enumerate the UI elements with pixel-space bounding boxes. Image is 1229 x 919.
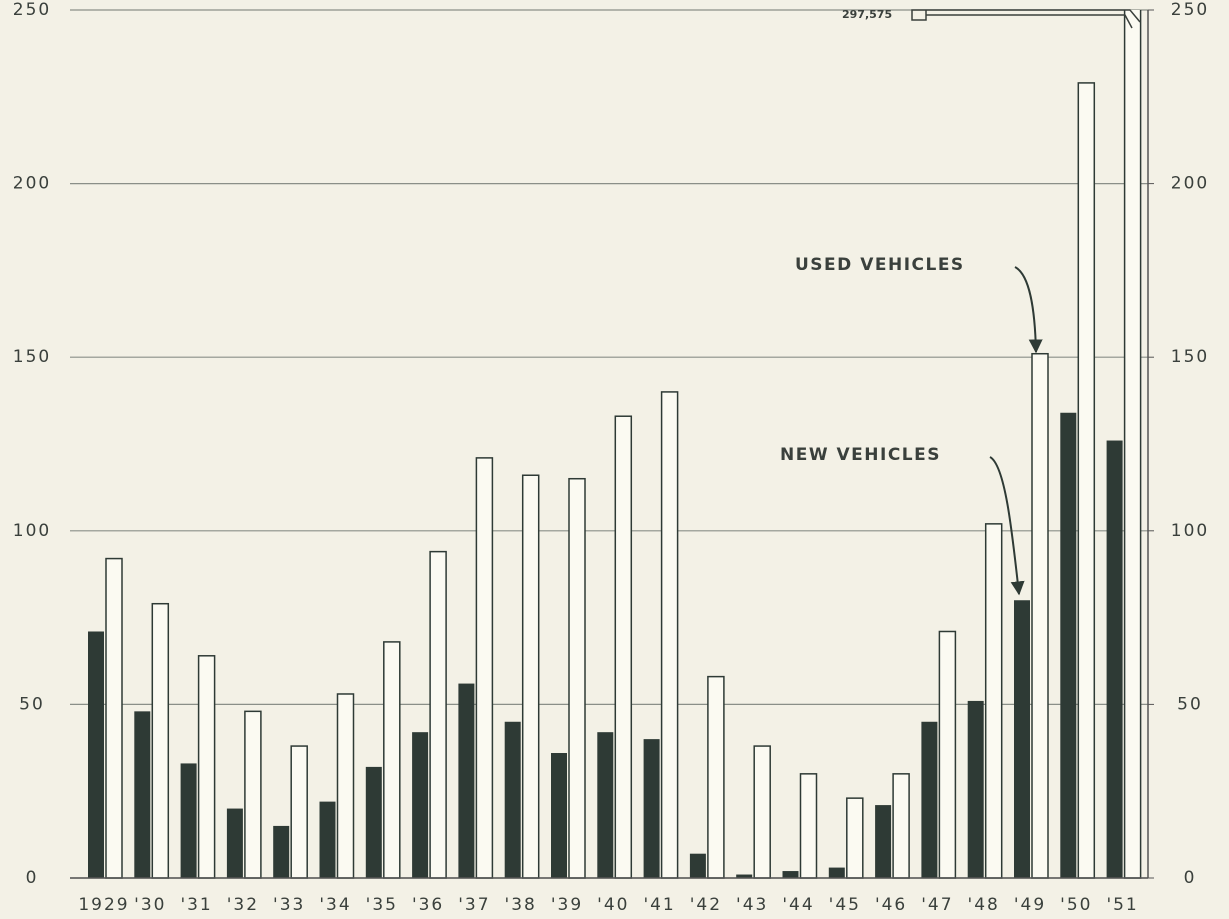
x-tick-label: '50 <box>1060 895 1092 915</box>
x-tick-label: '30 <box>134 895 166 915</box>
y2-tick-label: 50 <box>1177 694 1203 714</box>
x-tick-label: '42 <box>690 895 722 915</box>
bar <box>643 739 660 878</box>
bar <box>938 630 957 879</box>
bar <box>689 853 706 878</box>
bar <box>197 655 216 879</box>
x-tick-label: '31 <box>180 895 212 915</box>
y2-tick-label: 100 <box>1171 521 1209 541</box>
new-arrow <box>989 456 1025 596</box>
x-tick-label: '49 <box>1014 895 1046 915</box>
bar <box>551 753 567 878</box>
bar <box>660 391 679 879</box>
bar <box>875 805 892 878</box>
x-tick-label: '51 <box>1106 895 1138 915</box>
x-tick-label: '39 <box>551 895 583 915</box>
y-tick-label: 150 <box>13 347 51 367</box>
bar <box>475 457 494 879</box>
bar <box>1014 600 1030 878</box>
y2-tick-label: 250 <box>1171 0 1209 20</box>
label-connector <box>911 9 1141 29</box>
bar <box>1031 352 1049 879</box>
bar <box>412 732 429 878</box>
bar <box>273 825 290 878</box>
y2-tick-label: 0 <box>1184 868 1197 888</box>
x-tick-label: '35 <box>366 895 398 915</box>
y2-tick-label: 200 <box>1171 174 1209 194</box>
x-tick-label: '43 <box>736 895 768 915</box>
x-tick-label: '46 <box>875 895 907 915</box>
y-tick-label: 250 <box>13 0 51 20</box>
bar <box>336 693 355 879</box>
bar <box>504 721 521 878</box>
x-tick-label: '34 <box>319 895 351 915</box>
bar <box>290 745 308 879</box>
x-tick-label: '48 <box>968 895 1000 915</box>
bar <box>846 797 864 879</box>
bar <box>1060 412 1077 878</box>
x-tick-label: '44 <box>782 895 814 915</box>
bar <box>383 641 401 879</box>
y-tick-label: 50 <box>19 694 45 714</box>
bar <box>226 808 243 878</box>
bar <box>151 602 170 879</box>
bar <box>105 557 123 879</box>
bar <box>568 477 586 879</box>
used-annotation: USED VEHICLES <box>795 255 965 275</box>
x-tick-label: '41 <box>643 895 675 915</box>
x-tick-label: '47 <box>921 895 953 915</box>
bar <box>753 745 771 879</box>
x-tick-label: '37 <box>458 895 490 915</box>
used-arrow <box>1014 266 1043 354</box>
bar <box>319 801 336 878</box>
bar <box>921 721 938 878</box>
bar <box>984 523 1003 879</box>
x-tick-label: '45 <box>829 895 861 915</box>
y-tick-label: 200 <box>13 174 51 194</box>
bar <box>736 874 753 878</box>
bar <box>1106 440 1123 878</box>
new-annotation: NEW VEHICLES <box>780 445 941 465</box>
bar <box>458 683 475 878</box>
bar <box>707 675 725 879</box>
bar <box>88 631 104 878</box>
bars <box>88 10 1142 879</box>
bar <box>1123 10 1142 879</box>
bar <box>429 550 447 879</box>
y-tick-label: 100 <box>13 521 51 541</box>
value-label: 297,575 <box>842 8 892 21</box>
bar <box>799 773 818 879</box>
bar <box>828 867 845 878</box>
y2-tick-label: 150 <box>1171 347 1209 367</box>
y-tick-label: 0 <box>26 868 39 888</box>
bar <box>782 871 799 878</box>
bar <box>597 732 614 878</box>
bar <box>365 766 382 878</box>
bar <box>614 415 633 879</box>
x-tick-label: '32 <box>227 895 259 915</box>
bar <box>244 710 262 879</box>
bar <box>892 773 910 879</box>
x-tick-label: '40 <box>597 895 629 915</box>
bar <box>134 711 151 878</box>
x-tick-label: '36 <box>412 895 444 915</box>
bar <box>180 763 197 878</box>
x-tick-label: '38 <box>505 895 537 915</box>
bar <box>967 700 984 878</box>
x-tick-label: '33 <box>273 895 305 915</box>
bar <box>1077 82 1096 879</box>
x-tick-label: 1929 <box>78 895 129 915</box>
bar <box>521 474 540 879</box>
